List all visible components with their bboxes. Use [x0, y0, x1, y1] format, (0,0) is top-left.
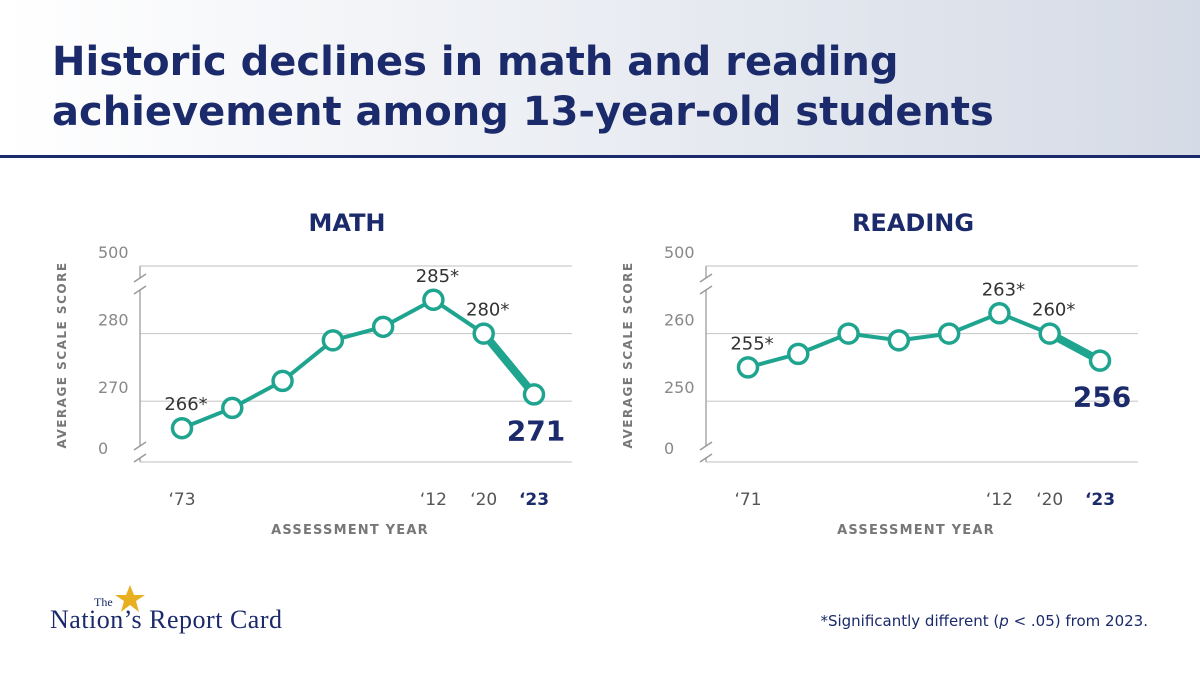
y-tick-label: 500	[98, 243, 129, 262]
data-label: 260*	[1032, 300, 1075, 321]
logo-star	[115, 585, 145, 612]
chart: MATH AVERAGE SCALE SCORE ASSESSMENT YEAR 0 2…	[55, 209, 572, 538]
footnote-part: < .05) from 2023.	[1009, 612, 1148, 630]
data-label: 256	[1073, 381, 1131, 414]
y-tick-label: 270	[98, 378, 129, 397]
header-rule	[0, 155, 1200, 158]
y-tick-label: 0	[664, 439, 674, 458]
recent-change	[479, 329, 538, 399]
title-line: Historic declines in math and reading	[52, 39, 899, 85]
footnote: *Significantly different (p < .05) from …	[820, 612, 1148, 630]
y-tick-label: 0	[98, 439, 108, 458]
logo-small: The	[94, 595, 113, 609]
footnote-part: p	[998, 612, 1009, 630]
data-point	[1088, 349, 1112, 372]
data-point	[937, 322, 961, 345]
y-tick-label: 250	[664, 378, 695, 397]
logo-name: Nation’s Report Card	[50, 605, 282, 634]
chart-title: READING	[852, 209, 974, 237]
y-axis-label: AVERAGE SCALE SCORE	[621, 261, 635, 448]
data-point	[422, 288, 445, 312]
x-tick-label: ‘23	[1085, 490, 1115, 510]
data-point	[522, 383, 546, 406]
data-point	[221, 396, 244, 420]
data-label: 255*	[730, 333, 773, 354]
axis-break	[133, 441, 147, 451]
chart: READING AVERAGE SCALE SCORE ASSESSMENT YEA…	[621, 209, 1138, 538]
header-band	[0, 0, 1200, 157]
x-tick-label: ‘12	[420, 490, 447, 510]
x-tick-label: ‘20	[1036, 490, 1063, 510]
y-tick-label: 260	[664, 311, 695, 330]
chart-title: MATH	[308, 209, 385, 237]
axis-break	[699, 273, 713, 283]
axis-break	[133, 453, 147, 463]
data-point	[271, 369, 294, 393]
axis-break	[699, 453, 713, 463]
data-point	[321, 329, 345, 352]
x-axis-label: ASSESSMENT YEAR	[271, 523, 429, 538]
x-tick-label: ‘23	[519, 490, 549, 510]
data-point	[1038, 322, 1061, 345]
x-tick-label: ‘73	[168, 490, 195, 510]
data-label: 271	[507, 414, 565, 447]
data-point	[736, 356, 760, 379]
data-point	[371, 315, 395, 339]
title-line: achievement among 13-year-old students	[52, 89, 994, 135]
axis-break	[133, 285, 147, 295]
data-point	[472, 322, 495, 345]
data-label: 266*	[164, 394, 207, 415]
y-axis-label: AVERAGE SCALE SCORE	[55, 261, 69, 448]
axis-break	[133, 273, 147, 283]
data-label: 263*	[982, 279, 1025, 300]
y-tick-label: 500	[664, 243, 695, 262]
footnote-part: *Significantly different (	[820, 612, 999, 630]
data-label: 280*	[466, 300, 509, 321]
data-point	[887, 329, 911, 352]
x-tick-label: ‘71	[734, 490, 761, 510]
data-point	[988, 302, 1011, 325]
x-tick-label: ‘20	[470, 490, 497, 510]
logo: The Nation’s Report Card	[50, 585, 282, 634]
x-axis-label: ASSESSMENT YEAR	[837, 523, 995, 538]
axis-break	[699, 441, 713, 451]
x-tick-label: ‘12	[986, 490, 1013, 510]
data-label: 285*	[416, 266, 459, 287]
axis-break	[699, 285, 713, 295]
data-point	[837, 322, 860, 345]
data-point	[170, 416, 194, 440]
data-point	[787, 342, 810, 366]
y-tick-label: 280	[98, 311, 129, 330]
